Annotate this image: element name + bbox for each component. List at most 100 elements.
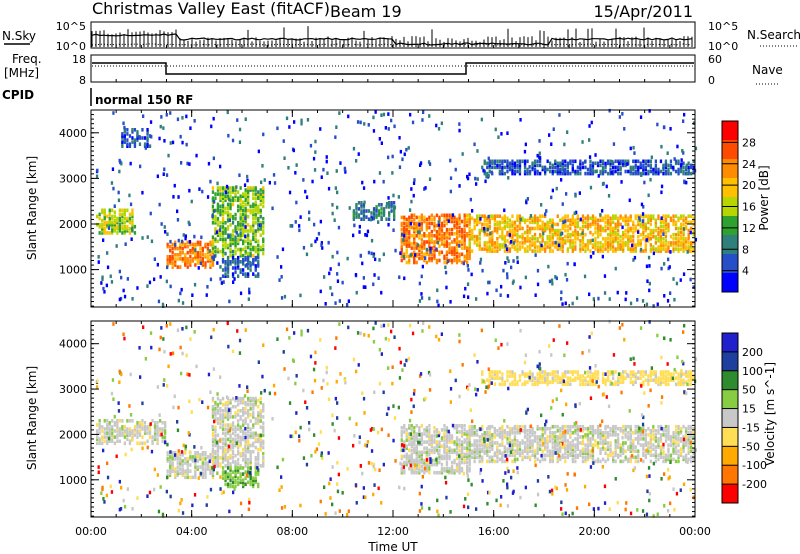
heatmap-cell — [501, 237, 504, 241]
heatmap-cell — [257, 470, 260, 474]
heatmap-cell — [450, 217, 454, 222]
heatmap-cell — [101, 222, 104, 227]
heatmap-cell — [103, 427, 106, 431]
heatmap-cell — [254, 437, 257, 442]
heatmap-cell — [536, 222, 539, 227]
heatmap-cell — [683, 112, 686, 117]
heatmap-cell — [571, 220, 574, 225]
heatmap-cell — [440, 462, 444, 467]
heatmap-cell — [644, 228, 647, 233]
heatmap-cell — [257, 404, 260, 409]
heatmap-cell — [179, 457, 182, 461]
heatmap-cell — [221, 470, 225, 474]
heatmap-cell — [111, 433, 114, 437]
heatmap-cell — [481, 222, 484, 227]
heatmap-cell — [219, 204, 222, 209]
heatmap-cell — [496, 441, 499, 445]
heatmap-cell — [184, 257, 187, 261]
heatmap-cell — [239, 291, 243, 296]
heatmap-cell — [174, 457, 177, 461]
heatmap-cell — [415, 466, 418, 471]
heatmap-cell — [458, 442, 461, 446]
heatmap-cell — [244, 208, 247, 213]
heatmap-cell — [201, 465, 204, 469]
heatmap-cell — [295, 200, 298, 205]
heatmap-cell — [186, 467, 189, 471]
heatmap-cell — [121, 214, 124, 219]
heatmap-cell — [252, 221, 255, 225]
heatmap-cell — [549, 234, 552, 239]
heatmap-cell — [211, 237, 215, 242]
heatmap-cell — [224, 451, 227, 456]
heatmap-cell — [214, 196, 217, 200]
heatmap-cell — [436, 299, 439, 304]
heatmap-cell — [121, 142, 124, 146]
heatmap-cell — [536, 451, 539, 455]
heatmap-cell — [483, 214, 486, 218]
heatmap-cell — [468, 245, 471, 249]
heatmap-cell — [609, 216, 612, 221]
heatmap-cell — [481, 247, 484, 251]
heatmap-cell — [513, 426, 517, 431]
heatmap-cell — [513, 441, 517, 445]
heatmap-cell — [226, 258, 230, 262]
heatmap-cell — [589, 159, 592, 164]
heatmap-cell — [677, 237, 680, 241]
heatmap-cell — [108, 216, 111, 221]
heatmap-cell — [249, 443, 252, 448]
heatmap-cell — [234, 225, 237, 229]
heatmap-cell — [609, 239, 612, 243]
heatmap-cell — [501, 228, 504, 233]
heatmap-cell — [544, 167, 547, 172]
heatmap-cell — [394, 248, 397, 253]
heatmap-cell — [503, 220, 506, 225]
heatmap-cell — [242, 268, 245, 272]
heatmap-cell — [420, 242, 423, 246]
heatmap-cell — [491, 443, 494, 447]
heatmap-cell — [544, 249, 547, 253]
heatmap-cell — [428, 217, 431, 222]
heatmap-cell — [599, 247, 602, 251]
heatmap-cell — [475, 182, 478, 186]
heatmap-cell — [536, 249, 539, 253]
heatmap-cell — [596, 245, 600, 249]
heatmap-cell — [533, 171, 537, 176]
heatmap-cell — [174, 246, 177, 251]
heatmap-cell — [561, 159, 564, 164]
heatmap-cell — [471, 451, 474, 455]
heatmap-cell — [191, 250, 194, 255]
heatmap-cell — [262, 433, 265, 438]
heatmap-cell — [471, 429, 474, 433]
heatmap-cell — [211, 431, 215, 436]
heatmap-cell — [211, 196, 215, 200]
heatmap-cell — [216, 449, 220, 454]
heatmap-cell — [126, 419, 129, 423]
heatmap-cell — [511, 169, 514, 174]
heatmap-cell — [95, 174, 99, 179]
heatmap-cell — [573, 211, 576, 216]
heatmap-cell — [458, 219, 461, 224]
heatmap-cell — [229, 411, 232, 415]
heatmap-cell — [521, 237, 524, 241]
heatmap-cell — [614, 230, 617, 235]
heatmap-cell — [186, 240, 189, 245]
heatmap-cell — [596, 230, 600, 235]
heatmap-cell — [403, 440, 406, 444]
heatmap-cell — [157, 299, 161, 304]
heatmap-cell — [428, 468, 431, 473]
heatmap-cell — [400, 426, 403, 430]
heatmap-cell — [242, 451, 245, 456]
heatmap-cell — [493, 431, 496, 435]
heatmap-cell — [565, 192, 568, 196]
heatmap-cell — [247, 260, 250, 264]
heatmap-cell — [420, 458, 423, 463]
heatmap-cell — [254, 233, 257, 237]
heatmap-cell — [548, 279, 552, 284]
heatmap-cell — [571, 245, 574, 249]
heatmap-cell — [229, 425, 232, 429]
heatmap-cell — [528, 237, 532, 241]
heatmap-cell — [596, 241, 600, 245]
heatmap-cell — [224, 210, 227, 215]
heatmap-cell — [254, 417, 257, 421]
heatmap-cell — [642, 171, 645, 176]
